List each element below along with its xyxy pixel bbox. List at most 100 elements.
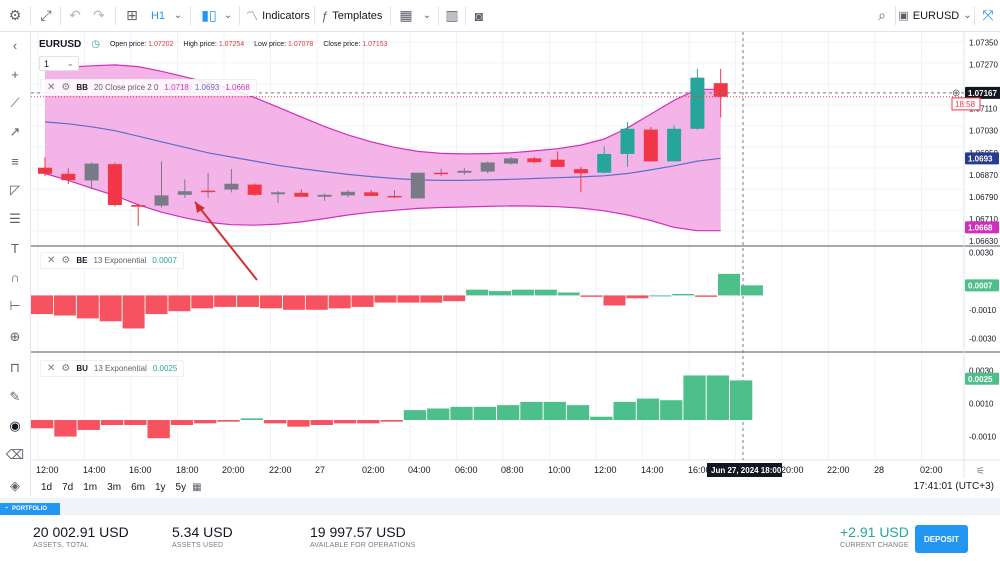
candles-chart-type-icon[interactable]: ▮▯ <box>201 7 217 23</box>
be-histogram-bar <box>122 295 145 329</box>
be-histogram-bar <box>740 285 763 296</box>
bu-legend[interactable]: ✕ ⚙ BU 13 Exponential 0.0025 <box>40 360 185 377</box>
chart-type-chevron-down-icon[interactable]: ⌄ <box>223 10 233 21</box>
zoom-in-icon[interactable]: ⊕ <box>9 329 21 344</box>
magnet-icon[interactable]: ∩ <box>10 269 20 285</box>
range-1d[interactable]: 1d <box>41 481 53 493</box>
bu-remove-close-icon[interactable]: ✕ <box>47 363 56 374</box>
bb-remove-close-icon[interactable]: ✕ <box>47 82 56 93</box>
be-remove-close-icon[interactable]: ✕ <box>47 255 56 266</box>
range-1y[interactable]: 1y <box>154 481 166 493</box>
interval-multiplier-chevron-down-icon: ⌄ <box>66 58 74 68</box>
be-current-badge-bg <box>965 279 999 292</box>
be-settings-gear-icon[interactable]: ⚙ <box>61 255 71 266</box>
symbol-name: EURUSD <box>39 39 82 50</box>
symbol-select[interactable]: ▣ EURUSD ⌄ <box>898 0 971 31</box>
bb-mid-value: 1.0693 <box>194 83 220 92</box>
toolbar-divider <box>465 6 466 25</box>
portfolio-tab[interactable]: ⌃ PORTFOLIO <box>0 503 60 515</box>
fullscreen-icon[interactable]: ⤢ <box>40 7 52 23</box>
time-tick-label: 10:00 <box>548 465 571 475</box>
indicators-button[interactable]: 〽 Indicators <box>246 0 310 31</box>
timezone-clock[interactable]: 17:41:01 (UTC+3) <box>913 481 994 492</box>
layers-icon[interactable]: ◈ <box>10 478 20 493</box>
edit-icon[interactable]: ✎ <box>9 389 21 404</box>
fib-retracement-icon[interactable]: ☰ <box>9 211 21 226</box>
current-change-value: +2.91 USD <box>840 524 909 540</box>
undo-icon[interactable]: ↶ <box>69 7 81 23</box>
candle-body <box>340 191 355 196</box>
save-disk-icon: ▣ <box>898 10 909 22</box>
interval-chevron-down-icon[interactable]: ⌄ <box>173 10 183 21</box>
settings-gear-icon[interactable]: ⚙ <box>8 7 22 23</box>
be-histogram-bar <box>466 289 489 296</box>
bu-histogram-bar <box>427 408 450 421</box>
chart-canvas[interactable]: 1.073501.072701.071101.070301.069501.068… <box>31 32 1000 478</box>
be-histogram-bar <box>374 295 397 303</box>
candle-body <box>527 158 542 163</box>
toolbar-divider <box>974 6 975 25</box>
range-7d[interactable]: 7d <box>62 481 74 493</box>
bb-legend[interactable]: ✕ ⚙ BB 20 Close price 2 0 1.0718 1.0693 … <box>40 79 257 96</box>
measure-ruler-icon[interactable]: ⊢ <box>9 298 21 313</box>
be-histogram-bar <box>31 295 53 315</box>
calendar-chevron-down-icon[interactable]: ⌄ <box>422 10 432 21</box>
toolbar-divider <box>314 6 315 25</box>
parallel-channel-icon[interactable]: ≡ <box>11 153 19 169</box>
templates-button[interactable]: ƒ Templates <box>320 0 384 31</box>
bu-settings-gear-icon[interactable]: ⚙ <box>61 363 71 374</box>
interval-button[interactable]: H1 <box>150 9 166 22</box>
ray-icon[interactable]: ↗ <box>9 124 21 139</box>
bu-value: 0.0025 <box>152 364 178 373</box>
countdown-badge-bg <box>951 97 981 111</box>
be-histogram <box>31 273 763 329</box>
screenshot-camera-icon[interactable]: ◙ <box>474 7 484 24</box>
crosshair-time-badge-bg <box>707 463 782 477</box>
drawing-tools-panel: ‹ + ⟋ ↗ ≡ ◸ ☰ T ∩ ⊢ ⊕ ⊓ ✎ ◉ ⌫ ◈ <box>0 32 31 496</box>
interval-multiplier-select[interactable]: 1 ⌄ <box>39 56 79 71</box>
candle-body <box>61 173 76 181</box>
candle-body <box>480 162 495 172</box>
range-1m[interactable]: 1m <box>83 481 98 493</box>
collapse-chevron-left-icon[interactable]: ‹ <box>12 37 18 53</box>
text-icon[interactable]: T <box>11 240 19 256</box>
bu-histogram-bar <box>473 406 496 421</box>
open-price-value: 1.07202 <box>148 41 174 48</box>
eye-visibility-icon[interactable]: ◉ <box>9 418 21 433</box>
range-3m[interactable]: 3m <box>107 481 122 493</box>
calendar-icon[interactable]: ▦ <box>399 7 413 23</box>
bu-histogram-bar <box>730 380 753 421</box>
bb-legend-name: BB <box>76 83 88 92</box>
portfolio-panel: 20 002.91 USD ASSETS, TOTAL 5.34 USD ASS… <box>0 515 1000 561</box>
be-legend-params: 13 Exponential <box>93 256 147 265</box>
bb-settings-gear-icon[interactable]: ⚙ <box>61 82 71 93</box>
be-histogram-bar <box>420 295 443 303</box>
crosshair-icon[interactable]: + <box>11 66 19 82</box>
trash-icon[interactable]: ⌫ <box>5 447 25 462</box>
be-histogram-bar <box>328 295 351 309</box>
market-clock-icon: ◷ <box>91 39 100 50</box>
range-6m[interactable]: 6m <box>131 481 145 493</box>
redo-icon[interactable]: ↷ <box>93 7 105 23</box>
be-histogram-bar <box>603 295 626 306</box>
close-price: Close price: 1.07153 <box>323 41 387 48</box>
volume-bars-icon[interactable]: ▥ <box>445 7 459 23</box>
date-range-calendar-icon[interactable]: ▦ <box>192 481 202 493</box>
candle-body <box>294 192 309 197</box>
polygon-icon[interactable]: ◸ <box>10 182 20 197</box>
bu-histogram-bar <box>683 375 706 421</box>
bu-histogram-bar <box>31 420 54 429</box>
candle-body <box>84 163 99 181</box>
trend-line-icon[interactable]: ⟋ <box>10 95 20 110</box>
chart-area[interactable]: 1.073501.072701.071101.070301.069501.068… <box>31 32 1000 496</box>
compare-add-icon[interactable]: ⊞ <box>126 7 138 23</box>
search-icon[interactable]: ⌕ <box>878 7 886 23</box>
lock-icon[interactable]: ⊓ <box>9 360 21 375</box>
time-tick-label: 04:00 <box>408 465 431 475</box>
assets-used: 5.34 USD ASSETS USED <box>172 524 233 549</box>
range-5y[interactable]: 5y <box>175 481 187 493</box>
deposit-button[interactable]: DEPOSIT <box>915 525 968 553</box>
be-legend[interactable]: ✕ ⚙ BE 13 Exponential 0.0007 <box>40 252 184 269</box>
expand-arrows-icon[interactable]: ⤧ <box>982 7 994 23</box>
bu-histogram-bar <box>660 400 683 421</box>
